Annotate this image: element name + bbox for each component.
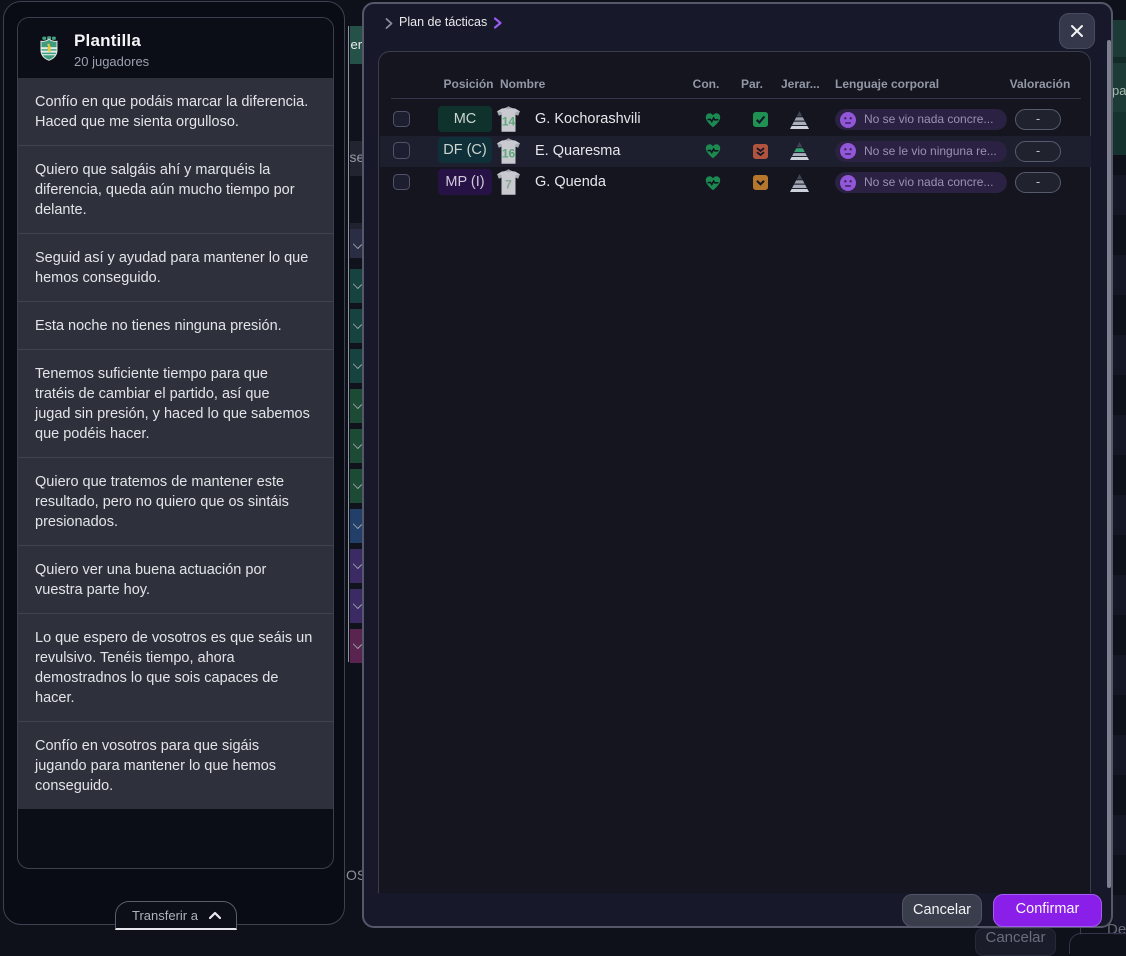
- svg-text:7: 7: [505, 178, 512, 192]
- svg-text:16: 16: [502, 146, 516, 160]
- svg-text:14: 14: [502, 115, 516, 129]
